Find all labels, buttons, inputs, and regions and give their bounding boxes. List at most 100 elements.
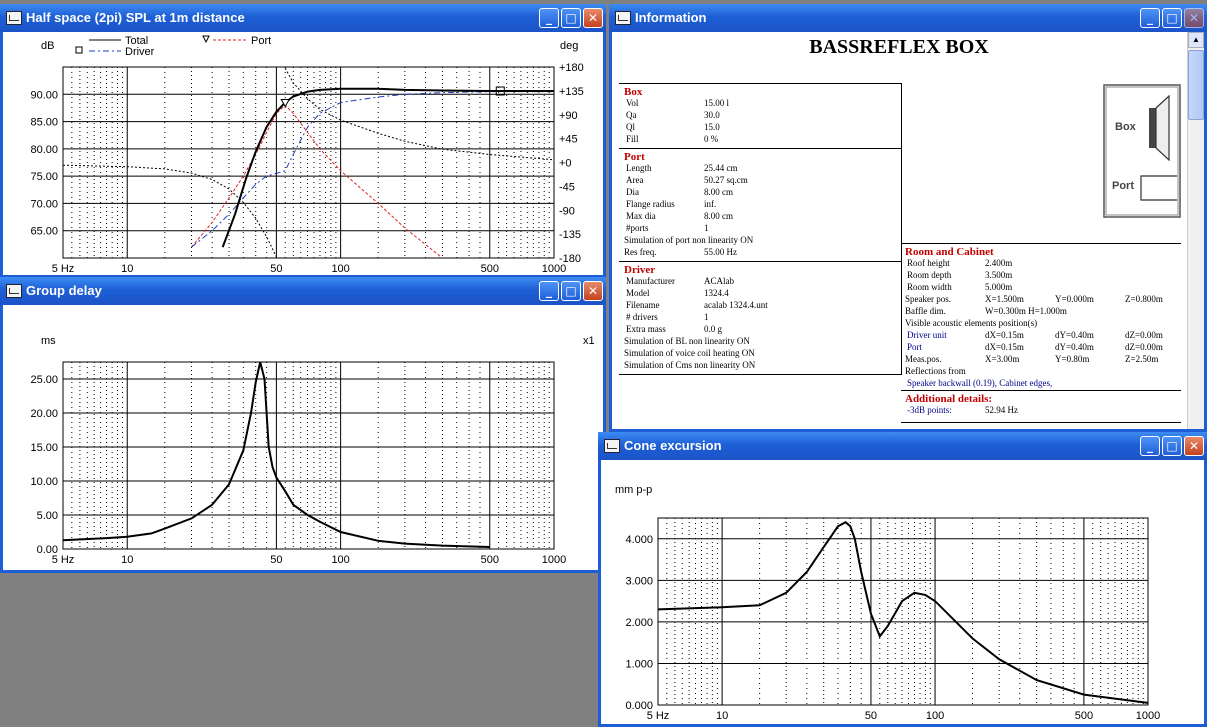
phase-curve	[284, 67, 554, 161]
visible-elements-label: Visible acoustic elements position(s)	[905, 318, 1038, 328]
x-tick-label: 500	[1075, 710, 1093, 722]
group-delay-curve	[62, 361, 490, 548]
y-tick-label: 85.00	[30, 117, 58, 129]
y2-tick-label: +0	[559, 158, 572, 170]
information-title-bar[interactable]: Information _ □ ✕	[609, 4, 1207, 32]
voice-coil-heating-note: Simulation of voice coil heating ON	[624, 348, 755, 358]
maximize-button[interactable]: □	[561, 281, 581, 301]
port-param-value: 50.27 sq.cm	[704, 175, 748, 185]
room-param-label: Roof height	[907, 258, 950, 268]
box-param-row: Qa 30.0	[624, 110, 894, 122]
close-button[interactable]: ✕	[1184, 8, 1204, 28]
box-diagram: Box Port	[1103, 84, 1181, 218]
additional-section-bottom-rule	[901, 422, 1181, 423]
driver-unit-dz: dZ=0.00m	[1125, 330, 1163, 340]
close-button[interactable]: ✕	[583, 281, 603, 301]
room-param-value: 2.400m	[985, 258, 1013, 268]
plot-frame	[62, 361, 555, 550]
room-param-row: Roof height 2.400m	[905, 258, 1185, 270]
spl-series-group	[63, 67, 554, 258]
y2-tick-label: +180	[559, 62, 584, 74]
y-tick-label: 5.00	[37, 510, 58, 522]
minimize-button[interactable]: _	[539, 281, 559, 301]
scroll-up-arrow[interactable]: ▲	[1188, 32, 1204, 48]
box-param-value: 15.0	[704, 122, 720, 132]
chart-window-icon[interactable]	[6, 11, 22, 25]
port-param-label: Length	[626, 163, 652, 173]
y2-tick-label: -45	[559, 181, 575, 193]
meas-pos-row: Meas.pos. X=3.00m Y=0.80m Z=2.50m	[905, 354, 1185, 366]
y-tick-label: 15.00	[30, 442, 58, 454]
box-param-value: 0 %	[704, 134, 719, 144]
y-tick-label: 1.000	[625, 658, 653, 670]
y-tick-label: 70.00	[30, 198, 58, 210]
legend-port-marker	[202, 35, 210, 44]
column-divider	[901, 83, 902, 375]
box-section-title: Box	[624, 86, 643, 98]
minimize-button[interactable]: _	[1140, 8, 1160, 28]
x-tick-label: 1000	[1136, 710, 1160, 722]
box-param-value: 15.00 l	[704, 98, 730, 108]
port-param-label: Max dia	[626, 211, 656, 221]
scroll-thumb[interactable]	[1188, 50, 1204, 120]
res-freq-row: Res freq. 55.00 Hz	[624, 247, 894, 259]
y2-tick-label: -90	[559, 205, 575, 217]
port-section: Port Length 25.44 cm Area 50.27 sq.cm Dia 8.0…	[624, 151, 894, 259]
driver-param-row: Manufacturer ACAlab	[624, 276, 894, 288]
y2-tick-label: +45	[559, 134, 578, 146]
room-param-label: Room depth	[907, 270, 952, 280]
port-position-link[interactable]: Port	[907, 342, 923, 352]
minus3db-row: -3dB points: 52.94 Hz	[905, 405, 1185, 417]
maximize-button[interactable]: □	[561, 8, 581, 28]
port-position-dy: dY=0.40m	[1055, 342, 1094, 352]
diagram-port-label: Port	[1112, 180, 1134, 192]
box-param-row: Ql 15.0	[624, 122, 894, 134]
chart-window-icon[interactable]	[6, 284, 22, 298]
port-section-title: Port	[624, 151, 645, 163]
y-tick-label: 20.00	[30, 408, 58, 420]
driver-unit-dy: dY=0.40m	[1055, 330, 1094, 340]
port-position-dx: dX=0.15m	[985, 342, 1024, 352]
minus3db-link[interactable]: -3dB points:	[907, 405, 952, 415]
meas-pos-z: Z=2.50m	[1125, 354, 1159, 364]
driver-param-value: 1324.4	[704, 288, 729, 298]
phase-curve	[63, 164, 277, 258]
room-param-row: Room depth 3.500m	[905, 270, 1185, 282]
left-col-top-rule	[619, 83, 901, 84]
cone-excursion-title-bar[interactable]: Cone excursion _ □ ✕	[598, 432, 1207, 460]
vertical-scrollbar[interactable]: ▲	[1187, 32, 1204, 429]
box-param-row: Vol 15.00 l	[624, 98, 894, 110]
maximize-button[interactable]: □	[1162, 436, 1182, 456]
box-section-rule	[619, 148, 901, 149]
y-tick-label: 65.00	[30, 226, 58, 238]
close-button[interactable]: ✕	[1184, 436, 1204, 456]
minimize-button[interactable]: _	[1140, 436, 1160, 456]
information-window: Information _ □ ✕ BASSREFLEX BOX ▲ Box V…	[609, 4, 1207, 432]
total-curve	[221, 87, 554, 248]
driver-unit-row: Driver unit dX=0.15m dY=0.40m dZ=0.00m	[905, 330, 1185, 342]
chart-window-icon[interactable]	[604, 439, 620, 453]
spl-title-bar[interactable]: Half space (2pi) SPL at 1m distance _ □ …	[0, 4, 606, 32]
x-tick-label: 1000	[542, 554, 566, 566]
y-tick-label: 80.00	[30, 144, 58, 156]
group-delay-title-bar[interactable]: Group delay _ □ ✕	[0, 277, 606, 305]
port-section-rule	[619, 261, 901, 262]
y-axis-label: ms	[41, 335, 56, 347]
close-button[interactable]: ✕	[583, 8, 603, 28]
baffle-row: Baffle dim. W=0.300m H=1.000m	[905, 306, 1185, 318]
maximize-button[interactable]: □	[1162, 8, 1182, 28]
port-param-value: inf.	[704, 199, 717, 209]
port-param-row: #ports 1	[624, 223, 894, 235]
box-section: Box Vol 15.00 l Qa 30.0 Ql 15.0 Fill 0 %	[624, 86, 894, 146]
driver-rows: Manufacturer ACAlab Model 1324.4 Filename aca…	[624, 276, 894, 336]
additional-section: Additional details: -3dB points: 52.94 H…	[905, 393, 1185, 417]
info-window-icon[interactable]	[615, 11, 631, 25]
driver-unit-link[interactable]: Driver unit	[907, 330, 947, 340]
minimize-button[interactable]: _	[539, 8, 559, 28]
reflections-list-link[interactable]: Speaker backwall (0.19), Cabinet edges,	[907, 378, 1053, 388]
y2-tick-label: -180	[559, 253, 581, 265]
port-param-label: Flange radius	[626, 199, 675, 209]
y-tick-label: 0.000	[625, 700, 653, 712]
port-param-value: 1	[704, 223, 709, 233]
